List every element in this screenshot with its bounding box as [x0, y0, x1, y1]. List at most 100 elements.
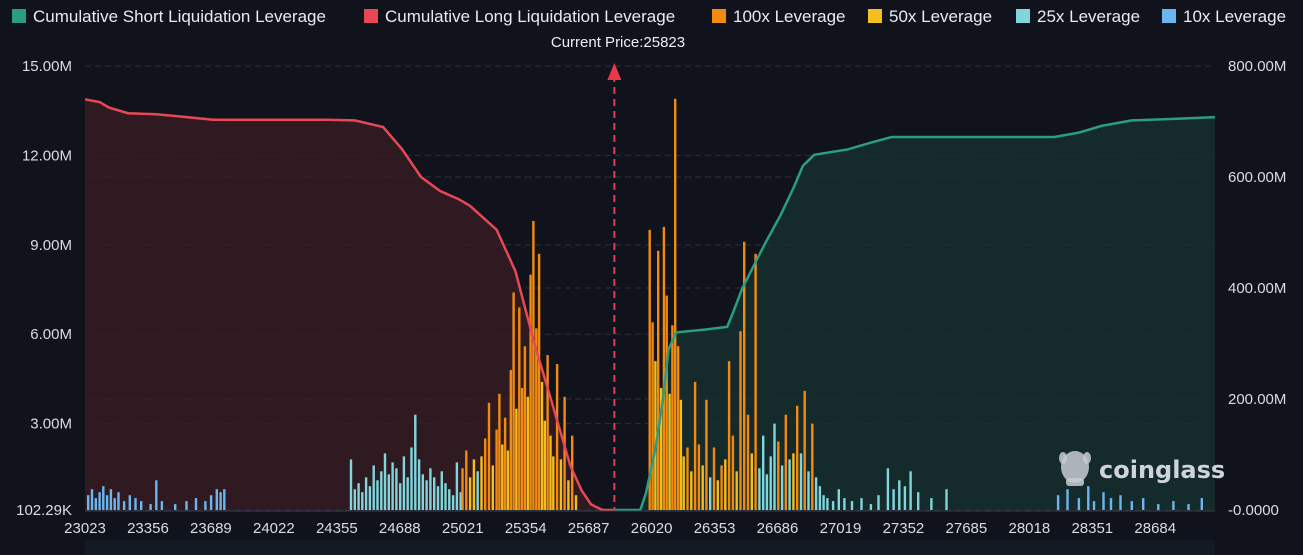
legend-swatch [1016, 9, 1030, 23]
x-axis-tick: 24688 [379, 520, 421, 537]
leverage-bar [917, 492, 920, 510]
legend-item: 10x Leverage [1162, 7, 1286, 26]
leverage-bar [727, 361, 731, 510]
leverage-bar [659, 387, 663, 510]
leverage-bar [368, 486, 372, 510]
leverage-bar [353, 489, 356, 510]
leverage-bar [425, 480, 428, 510]
leverage-bar [826, 498, 829, 510]
leverage-bar [886, 468, 890, 510]
leverage-bar [523, 346, 527, 510]
leverage-bar [765, 474, 769, 510]
leverage-bar [679, 399, 683, 510]
leverage-bar [219, 492, 222, 510]
leverage-bar [472, 459, 476, 510]
leverage-bar [1200, 498, 1203, 510]
leverage-bar [204, 501, 207, 510]
leverage-bar [1172, 501, 1175, 510]
leverage-bar [122, 501, 126, 510]
right-axis-tick: -0.0000 [1228, 502, 1279, 519]
leverage-bar [94, 498, 97, 510]
leverage-bar [395, 468, 398, 510]
leverage-bar [676, 346, 680, 510]
leverage-bar [105, 495, 109, 510]
x-axis-tick: 24022 [253, 520, 295, 537]
leverage-bar [535, 328, 538, 510]
legend-label: Cumulative Short Liquidation Leverage [33, 7, 326, 26]
leverage-bar [391, 462, 394, 510]
left-axis-tick: 9.00M [30, 237, 72, 254]
leverage-bar [1066, 489, 1069, 510]
leverage-bar [109, 489, 113, 510]
leverage-bar [567, 480, 570, 510]
leverage-bar [697, 444, 701, 510]
current-price-arrow-icon [607, 63, 622, 80]
leverage-bar [215, 489, 218, 510]
leverage-bar [540, 381, 544, 510]
right-axis-tick: 400.00M [1228, 280, 1286, 297]
leverage-bar [512, 292, 515, 510]
leverage-bar [484, 438, 487, 510]
x-axis-tick: 27685 [946, 520, 988, 537]
leverage-bar [1092, 501, 1096, 510]
leverage-bar [174, 504, 177, 510]
leverage-bar [843, 498, 846, 510]
leverage-bar [850, 501, 854, 510]
leverage-bar [1056, 495, 1060, 510]
legend-item: 25x Leverage [1016, 7, 1140, 26]
leverage-bar [140, 501, 143, 510]
leverage-bar [563, 396, 566, 510]
leverage-bar [665, 295, 668, 510]
leverage-bar [724, 459, 727, 510]
leverage-bar [892, 489, 895, 510]
leverage-bar [549, 435, 552, 510]
leverage-bar [209, 495, 213, 510]
leverage-bar [399, 483, 402, 510]
leverage-bar [1087, 486, 1090, 510]
leverage-bar [777, 441, 780, 510]
coinglass-logo-icon [1059, 451, 1091, 486]
leverage-bar [869, 504, 873, 510]
leverage-bar [709, 477, 712, 510]
leverage-bar [491, 465, 494, 510]
leverage-bar [361, 492, 364, 510]
legend-swatch [1162, 9, 1176, 23]
cumulative-short-line [614, 115, 1216, 512]
coinglass-watermark: coinglass [1059, 451, 1225, 486]
right-axis-tick: 600.00M [1228, 169, 1286, 186]
leverage-bar [807, 471, 810, 510]
legend-swatch [712, 9, 726, 23]
leverage-bar [537, 253, 541, 511]
left-axis: 102.29K 3.00M 6.00M 9.00M 12.00M 15.00M [16, 58, 72, 519]
leverage-bar [414, 414, 417, 510]
leverage-bar [758, 468, 761, 510]
leverage-bar [436, 486, 440, 510]
leverage-bar [784, 414, 787, 510]
current-price-marker [607, 63, 622, 510]
leverage-bar [571, 435, 574, 510]
leverage-bar [349, 459, 353, 510]
leverage-bar [739, 331, 742, 510]
leverage-bar [1157, 504, 1160, 510]
legend-label: 25x Leverage [1037, 7, 1140, 26]
leverage-bar [380, 471, 383, 510]
cumulative-areas [85, 99, 1215, 511]
leverage-bar [1142, 498, 1145, 510]
leverage-bar [803, 390, 806, 510]
legend-swatch [868, 9, 882, 23]
leverage-bar [421, 474, 424, 510]
leverage-bar [743, 241, 746, 511]
leverage-bar [509, 370, 512, 510]
legend-item: 100x Leverage [712, 7, 845, 26]
leverage-bar [102, 486, 105, 510]
right-axis: -0.0000 200.00M 400.00M 600.00M 800.00M [1228, 58, 1286, 519]
x-axis-tick: 26020 [631, 520, 673, 537]
leverage-bar [674, 98, 677, 511]
leverage-bar [223, 489, 226, 510]
leverage-bar [750, 453, 753, 510]
x-axis-tick: 27019 [820, 520, 862, 537]
leverage-bar [690, 471, 693, 510]
leverage-bar [518, 307, 521, 510]
leverage-bar [792, 453, 795, 510]
